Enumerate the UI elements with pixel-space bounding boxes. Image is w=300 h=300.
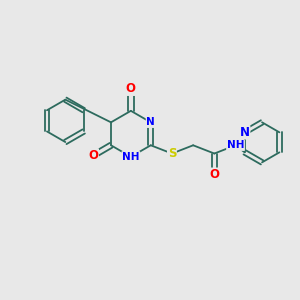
Text: N: N: [146, 117, 155, 127]
Text: NH: NH: [227, 140, 244, 150]
Text: S: S: [168, 147, 176, 160]
Text: N: N: [240, 126, 250, 139]
Text: O: O: [126, 82, 136, 95]
Text: NH: NH: [122, 152, 140, 162]
Text: O: O: [209, 168, 219, 181]
Text: O: O: [88, 149, 98, 162]
